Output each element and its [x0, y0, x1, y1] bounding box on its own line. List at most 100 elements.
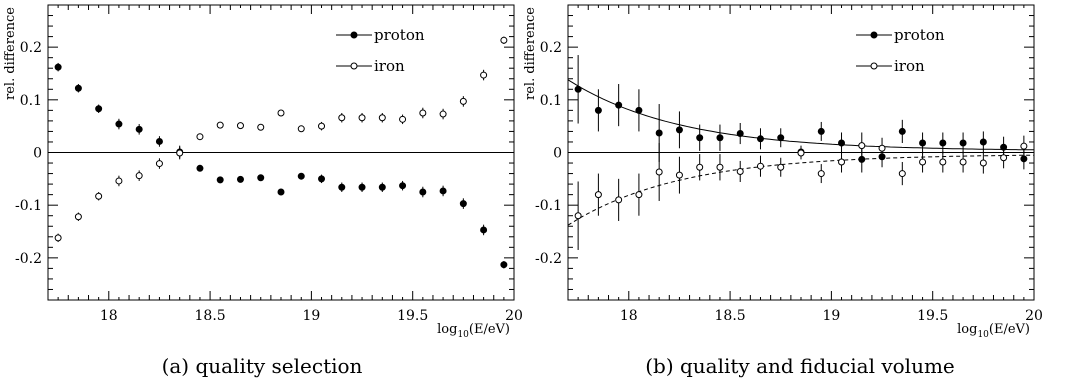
- data-point-proton: [979, 138, 987, 146]
- x-tick-label: 18: [100, 308, 118, 324]
- x-axis-label: log10(E/eV): [437, 322, 510, 340]
- data-point-iron: [574, 212, 582, 220]
- data-point-proton: [135, 125, 143, 133]
- data-point-iron: [297, 125, 305, 133]
- data-point-iron: [135, 172, 143, 180]
- panel-caption: (b) quality and fiducial volume: [645, 354, 955, 378]
- y-tick-label: 0.2: [20, 40, 42, 56]
- data-point-iron: [358, 114, 366, 122]
- data-point-iron: [838, 158, 846, 166]
- legend-marker-proton: [350, 31, 358, 39]
- data-point-proton: [358, 183, 366, 191]
- data-point-iron: [777, 163, 785, 171]
- x-axis-label-prefix: log: [437, 322, 457, 337]
- data-point-iron: [959, 158, 967, 166]
- x-tick-label: 20: [505, 308, 523, 324]
- data-point-proton: [318, 175, 326, 183]
- x-tick-label: 19: [822, 308, 840, 324]
- data-point-proton: [574, 85, 582, 93]
- data-point-iron: [277, 109, 285, 117]
- data-point-iron: [615, 196, 623, 204]
- x-tick-label: 19.5: [917, 308, 948, 324]
- data-point-proton: [817, 127, 825, 135]
- y-tick-label: 0.1: [540, 93, 562, 109]
- y-tick-label: -0.2: [15, 251, 42, 267]
- x-tick-label: 19.5: [397, 308, 428, 324]
- fit-curve-proton: [567, 79, 1034, 151]
- y-tick-label: -0.1: [15, 198, 42, 214]
- data-point-proton: [635, 106, 643, 114]
- data-point-iron: [797, 149, 805, 157]
- x-axis-label: log10(E/eV): [957, 322, 1030, 340]
- data-point-iron: [655, 168, 663, 176]
- x-axis-label-subscript: 10: [977, 330, 989, 340]
- data-point-iron: [95, 192, 103, 200]
- data-point-iron: [716, 163, 724, 171]
- data-point-iron: [257, 123, 265, 131]
- legend-label-iron: iron: [374, 57, 405, 75]
- data-point-proton: [399, 182, 407, 190]
- data-point-iron: [459, 97, 467, 105]
- data-point-iron: [939, 158, 947, 166]
- y-tick-label: 0.2: [540, 40, 562, 56]
- data-point-proton: [95, 105, 103, 113]
- data-point-proton: [236, 175, 244, 183]
- data-point-proton: [838, 139, 846, 147]
- x-axis-label-suffix: (E/eV): [469, 322, 510, 337]
- data-point-iron: [216, 121, 224, 129]
- data-point-iron: [399, 115, 407, 123]
- data-point-iron: [419, 109, 427, 117]
- data-point-iron: [74, 213, 82, 221]
- data-point-proton: [74, 84, 82, 92]
- data-point-proton: [277, 188, 285, 196]
- data-point-proton: [54, 63, 62, 71]
- data-point-iron: [318, 122, 326, 130]
- data-point-iron: [196, 133, 204, 141]
- data-point-proton: [1020, 155, 1028, 163]
- x-tick-label: 18.5: [195, 308, 226, 324]
- panel-caption: (a) quality selection: [162, 354, 363, 378]
- data-point-iron: [756, 162, 764, 170]
- data-point-iron: [675, 171, 683, 179]
- x-axis-label-suffix: (E/eV): [989, 322, 1030, 337]
- data-point-proton: [500, 261, 508, 269]
- data-point-proton: [459, 200, 467, 208]
- legend-marker-iron: [870, 62, 878, 70]
- data-point-iron: [635, 191, 643, 199]
- y-axis-label: rel. difference: [523, 7, 538, 100]
- data-point-iron: [439, 110, 447, 118]
- data-point-iron: [898, 170, 906, 178]
- legend-label-proton: proton: [894, 26, 945, 44]
- data-point-iron: [378, 114, 386, 122]
- data-point-proton: [716, 134, 724, 142]
- legend-label-iron: iron: [894, 57, 925, 75]
- data-point-proton: [777, 134, 785, 142]
- data-point-iron: [979, 159, 987, 167]
- legend-marker-iron: [350, 62, 358, 70]
- data-point-iron: [858, 142, 866, 150]
- y-tick-label: -0.1: [535, 198, 562, 214]
- legend-label-proton: proton: [374, 26, 425, 44]
- x-tick-label: 20: [1025, 308, 1043, 324]
- data-point-proton: [419, 188, 427, 196]
- data-point-proton: [480, 226, 488, 234]
- data-point-iron: [115, 177, 123, 185]
- data-point-proton: [919, 139, 927, 147]
- data-point-iron: [817, 170, 825, 178]
- data-point-iron: [736, 167, 744, 175]
- data-point-iron: [54, 234, 62, 242]
- data-point-proton: [675, 126, 683, 134]
- x-tick-label: 19: [302, 308, 320, 324]
- data-point-proton: [297, 172, 305, 180]
- y-axis-label: rel. difference: [3, 7, 18, 100]
- data-point-iron: [1000, 154, 1008, 162]
- data-point-proton: [756, 135, 764, 143]
- data-point-proton: [216, 176, 224, 184]
- data-point-proton: [196, 164, 204, 172]
- data-point-proton: [155, 137, 163, 145]
- data-point-iron: [1020, 142, 1028, 150]
- data-point-iron: [500, 36, 508, 44]
